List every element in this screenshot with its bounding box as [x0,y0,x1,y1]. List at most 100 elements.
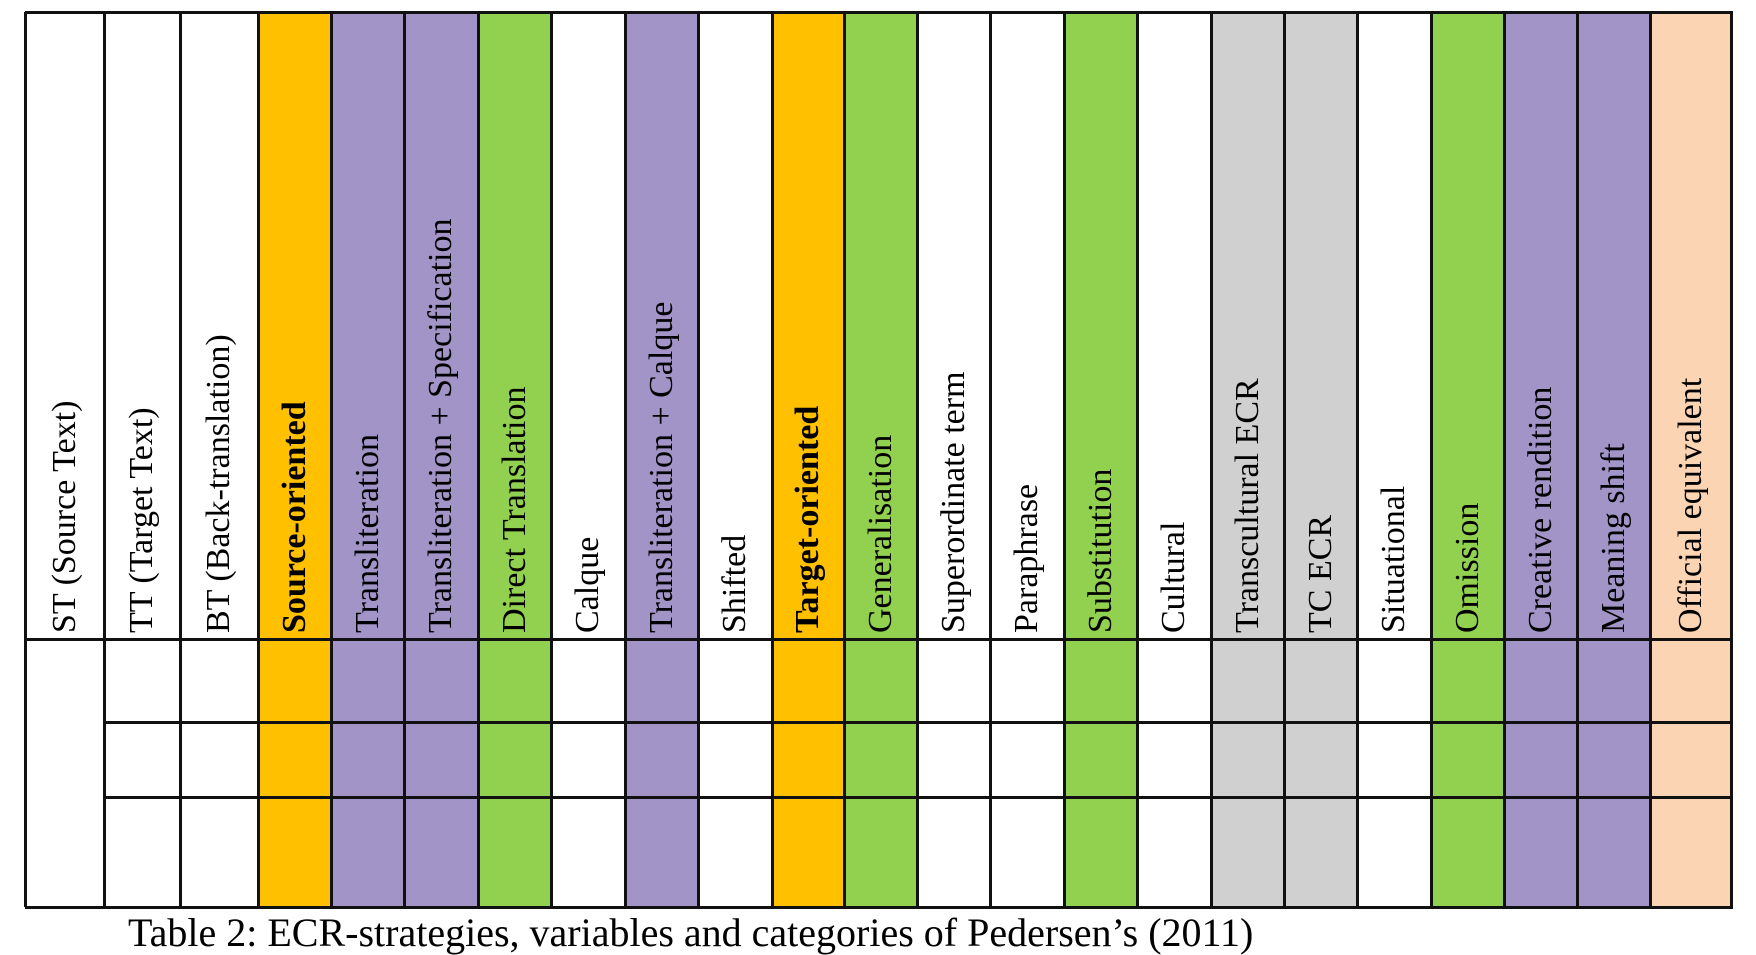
table-cell [1211,639,1284,722]
table-vertical-rule [624,12,627,907]
table-cell [1577,639,1650,722]
table-cell [1137,639,1211,722]
table-vertical-rule [1283,12,1286,907]
table-cell [258,797,331,907]
column-22 [1577,12,1650,907]
table-cell [478,797,551,907]
table-vertical-rule [403,12,406,907]
column-4 [258,12,331,907]
column-header: TT (Target Text) [123,407,160,633]
column-5 [331,12,404,907]
column-11 [772,12,844,907]
table-cell [258,722,331,797]
table-cell [1284,722,1357,797]
column-16 [1137,12,1211,907]
table-cell [698,722,772,797]
table-cell [772,639,844,722]
table-cell [625,722,698,797]
column-header: Paraphrase [1008,483,1045,633]
column-8 [551,12,625,907]
table-cell [478,639,551,722]
table-cell [844,722,917,797]
table-vertical-rule [1576,12,1579,907]
table-cell [1577,797,1650,907]
table-vertical-rule [550,12,553,907]
table-vertical-rule [1063,12,1066,907]
column-header: Generalisation [861,434,899,633]
table-cell [1504,797,1577,907]
column-header: Calque [569,536,606,633]
column-header: Meaning shift [1594,443,1632,633]
column-15 [1064,12,1137,907]
table-cell [917,722,990,797]
table-cell [180,797,258,907]
table-vertical-rule [1210,12,1213,907]
table-cell [1357,639,1431,722]
table-cell [180,639,258,722]
column-header: Superordinate term [934,371,972,633]
table-cell [404,639,478,722]
table-vertical-rule [1730,12,1733,907]
table-cell [404,722,478,797]
table-vertical-rule [916,12,919,907]
table-cell [1284,797,1357,907]
table-cell [698,797,772,907]
table-cell [331,639,404,722]
table-row-rule [104,721,1733,724]
table-vertical-rule [1430,12,1433,907]
table-cell [1064,639,1137,722]
table-vertical-rule [771,12,774,907]
table-vertical-rule [257,12,260,907]
table-vertical-rule [103,12,106,907]
table-cell [772,797,844,907]
column-header: Transliteration [348,434,386,633]
table-vertical-rule [477,12,480,907]
column-1 [25,12,104,907]
column-header: Creative rendition [1521,386,1559,633]
table-cell [844,797,917,907]
table-row-rule [104,796,1733,799]
table-vertical-rule [1356,12,1359,907]
table-cell [331,722,404,797]
table-cell [404,797,478,907]
table-vertical-rule [1503,12,1506,907]
column-19 [1357,12,1431,907]
column-21 [1504,12,1577,907]
table-cell [104,639,180,722]
column-header: Official equivalent [1671,377,1709,633]
table-vertical-rule [843,12,846,907]
table-cell [990,722,1064,797]
column-header: Cultural [1155,521,1192,633]
column-13 [917,12,990,907]
column-18 [1284,12,1357,907]
table-cell [1431,639,1504,722]
table-cell [1431,797,1504,907]
table-cell [625,797,698,907]
table-cell [1650,722,1731,797]
column-23 [1650,12,1731,907]
table-cell [917,639,990,722]
table-cell [1504,639,1577,722]
column-header: Target-oriented [789,405,826,633]
column-17 [1211,12,1284,907]
column-header: Direct Translation [495,386,533,633]
table-cell [104,797,180,907]
table-vertical-rule [1136,12,1139,907]
table-cell [180,722,258,797]
table-row-rule [25,906,1733,909]
column-header: Transliteration + Calque [642,301,680,633]
column-12 [844,12,917,907]
column-10 [698,12,772,907]
table-row-rule [25,638,1733,641]
table-cell [1137,722,1211,797]
table-cell [1504,722,1577,797]
column-header: BT (Back-translation) [200,334,237,633]
table-cell [104,722,180,797]
column-header: Situational [1375,485,1412,633]
column-header: Transcultural ECR [1228,378,1266,633]
column-header: TC ECR [1301,514,1339,633]
column-3 [180,12,258,907]
table-vertical-rule [330,12,333,907]
table-vertical-rule [179,12,182,907]
column-20 [1431,12,1504,907]
